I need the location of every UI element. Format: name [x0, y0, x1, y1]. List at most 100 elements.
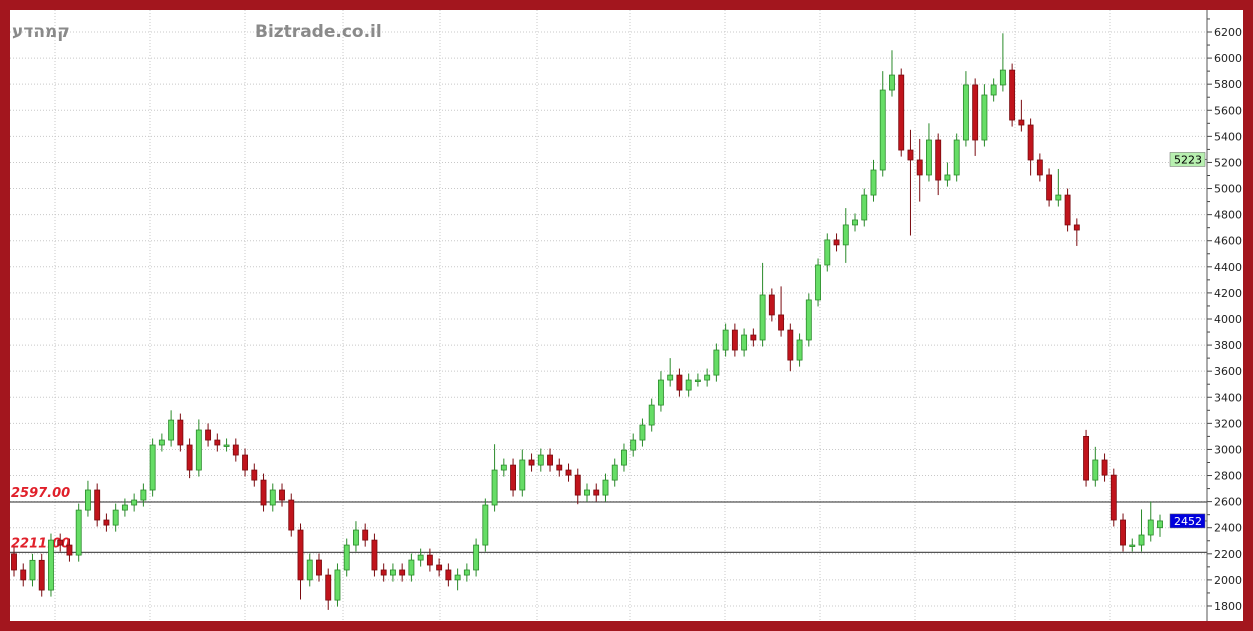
candle[interactable]: [380, 563, 387, 582]
candle[interactable]: [389, 563, 396, 582]
candle[interactable]: [288, 493, 295, 537]
candle[interactable]: [611, 458, 618, 487]
candle[interactable]: [935, 133, 942, 196]
candle[interactable]: [1064, 188, 1071, 232]
candle[interactable]: [334, 563, 341, 607]
candle[interactable]: [11, 547, 17, 577]
candle[interactable]: [279, 483, 285, 507]
candle[interactable]: [103, 513, 110, 532]
candle[interactable]: [722, 323, 729, 357]
candle[interactable]: [1138, 509, 1145, 552]
candle[interactable]: [1009, 63, 1016, 127]
candle[interactable]: [621, 443, 627, 472]
candle[interactable]: [676, 368, 683, 397]
candle[interactable]: [343, 538, 350, 577]
candle[interactable]: [713, 343, 720, 382]
candle[interactable]: [426, 548, 433, 572]
candle[interactable]: [519, 449, 526, 497]
candle[interactable]: [325, 568, 332, 610]
candle[interactable]: [121, 498, 128, 517]
candle[interactable]: [316, 553, 322, 582]
candle[interactable]: [1073, 218, 1080, 246]
candle[interactable]: [260, 473, 267, 512]
candle[interactable]: [510, 458, 517, 497]
candle[interactable]: [574, 468, 581, 505]
candle[interactable]: [879, 71, 886, 177]
candle[interactable]: [981, 84, 988, 147]
candle[interactable]: [1055, 168, 1062, 207]
candle[interactable]: [898, 68, 905, 157]
candle[interactable]: [1092, 446, 1099, 487]
candle[interactable]: [778, 286, 785, 337]
candle[interactable]: [353, 521, 359, 552]
candle[interactable]: [473, 538, 480, 577]
candle[interactable]: [48, 533, 54, 597]
candle[interactable]: [842, 208, 849, 263]
candle[interactable]: [685, 373, 692, 397]
candle[interactable]: [565, 463, 572, 482]
candle[interactable]: [436, 558, 443, 577]
candle[interactable]: [584, 483, 590, 502]
candle[interactable]: [463, 563, 470, 582]
candle[interactable]: [232, 438, 239, 462]
candle[interactable]: [852, 213, 858, 232]
candle[interactable]: [186, 438, 193, 479]
candle[interactable]: [1101, 453, 1108, 482]
candle[interactable]: [667, 358, 674, 387]
candle[interactable]: [29, 553, 36, 587]
candle[interactable]: [916, 138, 923, 202]
candle[interactable]: [999, 33, 1006, 92]
candle[interactable]: [371, 533, 378, 577]
candle[interactable]: [657, 371, 664, 412]
candle[interactable]: [990, 78, 997, 102]
candle[interactable]: [75, 503, 82, 562]
candle[interactable]: [815, 258, 821, 307]
candle[interactable]: [38, 553, 45, 597]
candle[interactable]: [168, 410, 175, 447]
candle[interactable]: [537, 448, 544, 472]
candle[interactable]: [482, 498, 489, 552]
candle[interactable]: [223, 438, 230, 452]
candle[interactable]: [768, 288, 775, 322]
candle[interactable]: [269, 483, 276, 512]
candle[interactable]: [1036, 153, 1043, 182]
candle[interactable]: [140, 483, 147, 507]
candle[interactable]: [408, 553, 415, 582]
candle[interactable]: [94, 483, 101, 527]
candle[interactable]: [547, 448, 553, 472]
candle[interactable]: [445, 563, 452, 587]
candle[interactable]: [149, 438, 156, 497]
candle[interactable]: [907, 129, 914, 236]
candle[interactable]: [251, 463, 258, 487]
candle[interactable]: [297, 523, 304, 600]
candle[interactable]: [972, 78, 979, 156]
candle[interactable]: [491, 444, 498, 512]
candle[interactable]: [57, 533, 64, 552]
candle[interactable]: [889, 50, 895, 97]
candle[interactable]: [750, 328, 757, 347]
candle[interactable]: [639, 418, 646, 447]
candle[interactable]: [861, 188, 868, 227]
candle[interactable]: [417, 548, 424, 567]
candle[interactable]: [944, 162, 951, 187]
candle[interactable]: [1083, 429, 1090, 487]
candle[interactable]: [112, 503, 119, 532]
candle[interactable]: [1018, 99, 1025, 132]
candle[interactable]: [731, 323, 738, 357]
candle[interactable]: [1046, 168, 1053, 207]
candle[interactable]: [399, 563, 406, 582]
candle[interactable]: [20, 563, 27, 587]
candle[interactable]: [454, 568, 461, 591]
candle[interactable]: [648, 398, 655, 432]
candle[interactable]: [833, 233, 840, 252]
candle[interactable]: [796, 333, 803, 367]
candle[interactable]: [759, 262, 766, 347]
candle[interactable]: [602, 473, 609, 502]
candle[interactable]: [1120, 513, 1126, 552]
candle[interactable]: [131, 493, 138, 512]
candle[interactable]: [158, 433, 165, 452]
candle[interactable]: [556, 458, 563, 477]
candle[interactable]: [870, 159, 877, 202]
candle[interactable]: [704, 368, 711, 387]
